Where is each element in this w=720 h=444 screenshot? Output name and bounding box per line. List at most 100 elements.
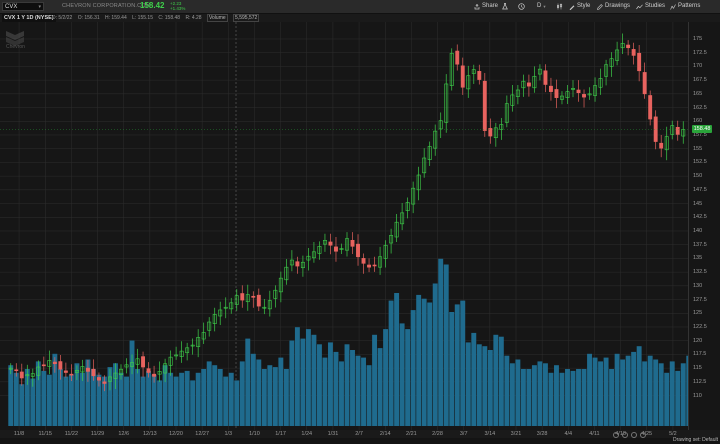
volume-bar	[195, 372, 201, 426]
flask-button[interactable]	[502, 1, 508, 12]
crosshair-control[interactable]	[640, 432, 646, 438]
date-tick-label: 3/21	[510, 431, 522, 437]
style-button[interactable]: Style	[569, 1, 590, 12]
date-tick-label: 11/15	[38, 431, 52, 437]
price-tick-label: 172.5	[693, 49, 707, 56]
candle-down	[152, 373, 157, 377]
candle-down	[361, 258, 366, 264]
candle-down	[52, 361, 57, 365]
volume-bar	[405, 329, 411, 426]
candle-up	[234, 295, 239, 305]
studies-button[interactable]: Studies	[636, 1, 665, 12]
flask-icon	[502, 3, 508, 10]
volume-bar	[256, 359, 262, 426]
volume-bar	[520, 369, 526, 426]
zoom-in-control[interactable]	[622, 432, 628, 438]
candle-down	[141, 356, 146, 368]
candle-up	[389, 235, 394, 244]
interval-button[interactable]: D ▾	[537, 1, 546, 12]
price-tick-label: 170	[693, 63, 703, 70]
candle-up	[560, 95, 564, 100]
volume-bar	[41, 370, 47, 426]
volume-bar	[383, 329, 389, 426]
date-tick-label: 3/7	[459, 431, 468, 437]
share-button[interactable]: Share	[474, 1, 498, 12]
chart-type-button[interactable]	[556, 1, 563, 12]
volume-bar	[201, 369, 207, 426]
candle-up	[471, 69, 476, 74]
volume-bar	[135, 369, 140, 426]
volume-bar	[647, 355, 653, 426]
volume-bar	[642, 361, 648, 426]
candle-up	[565, 91, 570, 98]
candle-up	[30, 373, 35, 377]
symbol-input[interactable]: CVX ▾	[2, 2, 44, 11]
candle-down	[58, 361, 63, 370]
candle-up	[615, 49, 620, 61]
volume-bar	[625, 355, 631, 426]
clock-icon	[518, 3, 525, 10]
drawing-set-label[interactable]: Drawing set: Default	[672, 437, 718, 443]
candle-down	[648, 95, 653, 120]
candle-down	[251, 295, 256, 298]
price-tick-label: 125	[693, 310, 703, 317]
volume-bar	[157, 380, 163, 426]
volume-bar	[581, 369, 587, 426]
volume-bar	[366, 365, 372, 426]
candle-up	[609, 58, 614, 67]
date-tick-label: 4/4	[564, 431, 573, 437]
ohlc-readout: D: 5/2/22 O: 156.31 H: 159.44 L: 155.15 …	[52, 14, 263, 22]
volume-bar	[531, 365, 537, 426]
volume-bar	[565, 369, 570, 426]
candles-icon	[557, 3, 563, 10]
candle-down	[146, 368, 151, 373]
candle-up	[433, 130, 438, 149]
last-price: 158.42	[140, 1, 165, 10]
volume-bar	[173, 376, 179, 426]
close-value: C: 158.48	[158, 15, 181, 21]
candle-up	[273, 289, 278, 299]
price-tick-label: 110	[693, 392, 702, 399]
candle-up	[80, 366, 85, 373]
share-icon	[474, 3, 480, 9]
date-tick-label: 1/31	[327, 431, 339, 437]
candle-up	[245, 294, 250, 303]
price-tick-label: 137.5	[693, 241, 707, 248]
volume-label: Volume	[206, 14, 228, 22]
volume-bar	[620, 359, 626, 426]
price-tick-label: 132.5	[693, 269, 707, 276]
volume-bar	[13, 372, 19, 426]
volume-bar	[46, 374, 52, 426]
clock-button[interactable]	[518, 1, 525, 12]
drawings-button[interactable]: Drawings	[597, 1, 630, 12]
candle-down	[367, 264, 372, 268]
volume-bar	[476, 344, 482, 426]
price-tick-label: 155	[693, 145, 703, 152]
date-tick-label: 1/24	[301, 431, 313, 437]
reset-control[interactable]	[631, 432, 637, 438]
price-axis[interactable]	[688, 22, 720, 430]
date-tick-label: 2/7	[355, 431, 363, 437]
volume-bar	[300, 338, 306, 426]
volume-bar	[102, 376, 107, 426]
chart-ticker-label[interactable]: CVX 1 Y 1D (NYSE)	[2, 14, 56, 22]
volume-bar	[372, 334, 378, 426]
studies-label: Studies	[645, 3, 666, 9]
volume-bar	[526, 369, 532, 426]
candle-up	[427, 146, 432, 160]
price-chart[interactable]	[0, 22, 688, 430]
price-tick-label: 140	[693, 227, 703, 234]
volume-bar	[609, 369, 615, 426]
candle-up	[422, 157, 427, 174]
volume-bar	[74, 363, 80, 426]
candle-down	[543, 70, 548, 85]
volume-bar	[140, 376, 146, 426]
candle-up	[74, 370, 79, 373]
volume-bar	[190, 380, 196, 426]
patterns-button[interactable]: Patterns	[670, 1, 700, 12]
volume-bar	[328, 342, 333, 426]
volume-bar	[113, 363, 118, 426]
zoom-out-control[interactable]	[613, 432, 619, 438]
volume-bar	[631, 351, 637, 426]
volume-bar	[250, 353, 256, 426]
